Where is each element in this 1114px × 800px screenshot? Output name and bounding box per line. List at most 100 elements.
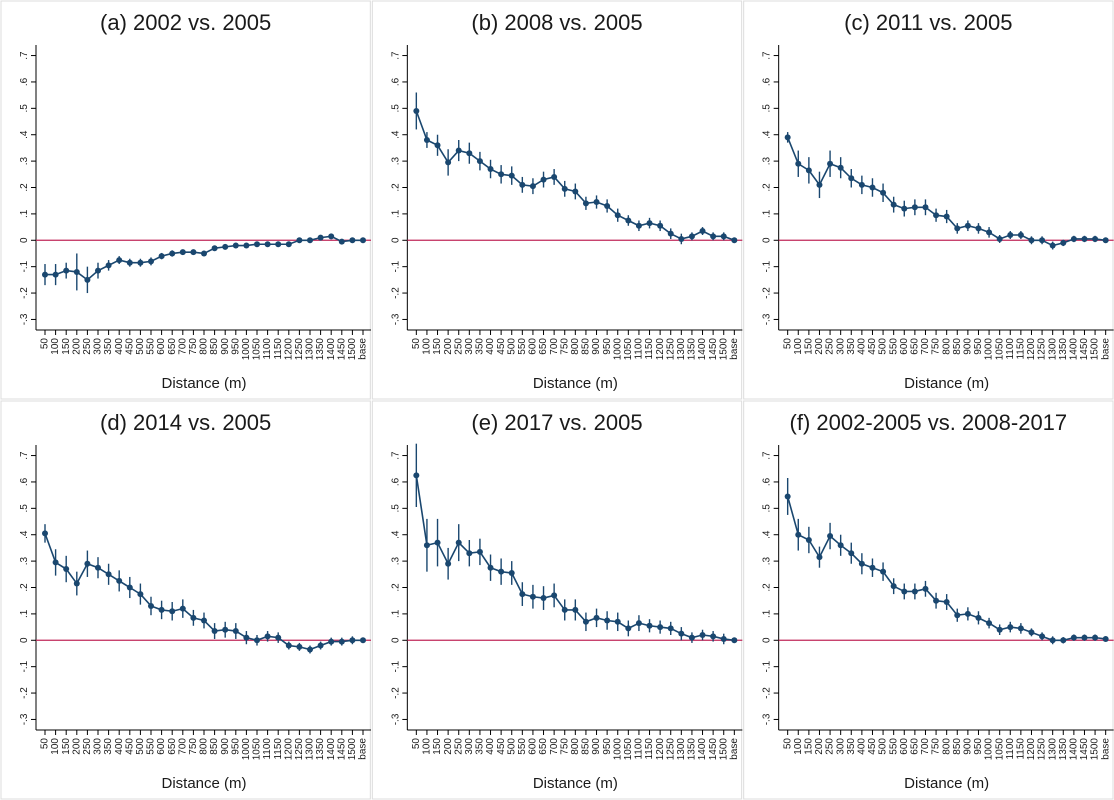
point [317, 642, 324, 649]
point [434, 539, 441, 546]
y-tick-label: .4 [390, 130, 401, 139]
point [1049, 242, 1056, 249]
point [285, 642, 292, 649]
point [795, 531, 802, 538]
point [954, 612, 961, 619]
x-tick-label: 650 [538, 738, 549, 755]
point [1017, 232, 1024, 238]
point [869, 184, 876, 191]
point [710, 633, 717, 640]
x-tick-label: 850 [209, 338, 220, 355]
point [126, 259, 133, 266]
point [423, 542, 430, 549]
x-tick-label: 400 [114, 738, 125, 755]
x-tick-label: 1500 [1090, 338, 1101, 361]
x-tick-label: 800 [570, 738, 581, 755]
point [1081, 235, 1088, 242]
point [880, 189, 887, 196]
point [42, 530, 48, 537]
x-tick-label: 1300 [1047, 738, 1058, 761]
point [795, 160, 802, 167]
point [328, 638, 335, 645]
point [858, 181, 865, 188]
x-tick-label: 100 [793, 338, 804, 355]
point [254, 241, 260, 248]
point [423, 137, 430, 143]
point [614, 212, 621, 219]
point [1081, 634, 1088, 641]
x-tick-label: 700 [177, 338, 188, 355]
x-tick-label: 1200 [1026, 338, 1037, 361]
x-tick-label: 800 [199, 738, 210, 755]
point [996, 235, 1003, 242]
x-tick-label: 1250 [294, 338, 305, 361]
x-tick-label: 1200 [1026, 738, 1037, 761]
x-tick-label: 1050 [994, 738, 1005, 761]
x-tick-label: 1200 [655, 338, 666, 361]
point [1007, 624, 1014, 631]
point [275, 634, 282, 641]
point [1060, 637, 1067, 644]
y-tick-label: -.1 [762, 260, 773, 272]
y-tick-label: .2 [390, 183, 401, 192]
x-tick-label: 250 [453, 738, 464, 755]
x-tick-label: 100 [422, 738, 433, 755]
x-tick-label: 1200 [283, 738, 294, 761]
x-tick-label: 1400 [697, 738, 708, 761]
x-tick-label: 550 [888, 338, 899, 355]
point [890, 583, 897, 590]
x-tick-label: 150 [804, 738, 815, 755]
point [540, 176, 547, 183]
y-tick-label: .3 [390, 557, 401, 566]
x-tick-label: 950 [973, 738, 984, 755]
y-tick-label: 0 [390, 637, 401, 643]
x-tick-label: 650 [538, 338, 549, 355]
x-tick-label: 1100 [262, 338, 273, 360]
x-tick-label: 900 [220, 338, 231, 355]
x-tick-label: 1200 [655, 738, 666, 761]
point [201, 250, 207, 257]
x-tick-label: 1050 [252, 338, 263, 361]
x-tick-label: 1000 [241, 338, 252, 361]
point [1049, 637, 1056, 644]
point [413, 472, 420, 479]
point [604, 617, 611, 624]
point [1028, 237, 1035, 244]
y-tick-label: -.3 [390, 313, 401, 325]
point [169, 608, 176, 615]
x-tick-label: 250 [82, 738, 93, 755]
panel-title: (e) 2017 vs. 2005 [471, 410, 642, 435]
x-tick-label: 600 [156, 338, 167, 355]
x-tick-label: 1250 [665, 738, 676, 761]
y-tick-label: .6 [19, 477, 30, 486]
point [986, 229, 993, 236]
point [498, 171, 505, 178]
point [540, 595, 547, 602]
point [731, 637, 738, 644]
y-tick-label: 0 [762, 237, 773, 243]
point [890, 201, 897, 208]
y-tick-label: .4 [19, 530, 30, 539]
point [243, 242, 250, 249]
panel-frame [0, 400, 371, 800]
point [964, 222, 971, 229]
x-tick-label: 600 [899, 338, 910, 355]
x-tick-label: 200 [814, 738, 825, 755]
panel-frame [743, 0, 1114, 400]
panel: (f) 2002-2005 vs. 2008-2017 -.3 -.2 -.1 0 .1.… [743, 400, 1114, 800]
x-tick-label: 400 [114, 338, 125, 355]
point [105, 571, 112, 578]
point [95, 267, 101, 274]
point [296, 237, 303, 244]
x-tick-label: 1400 [326, 338, 337, 361]
point [805, 167, 812, 174]
point [519, 181, 526, 188]
x-tick-label: 900 [963, 738, 974, 755]
point [1092, 634, 1099, 641]
y-tick-label: .7 [762, 451, 773, 460]
point [254, 637, 260, 644]
x-tick-label: 550 [888, 738, 899, 755]
y-tick-label: -.1 [390, 660, 401, 672]
x-axis-title: Distance (m) [904, 775, 989, 792]
